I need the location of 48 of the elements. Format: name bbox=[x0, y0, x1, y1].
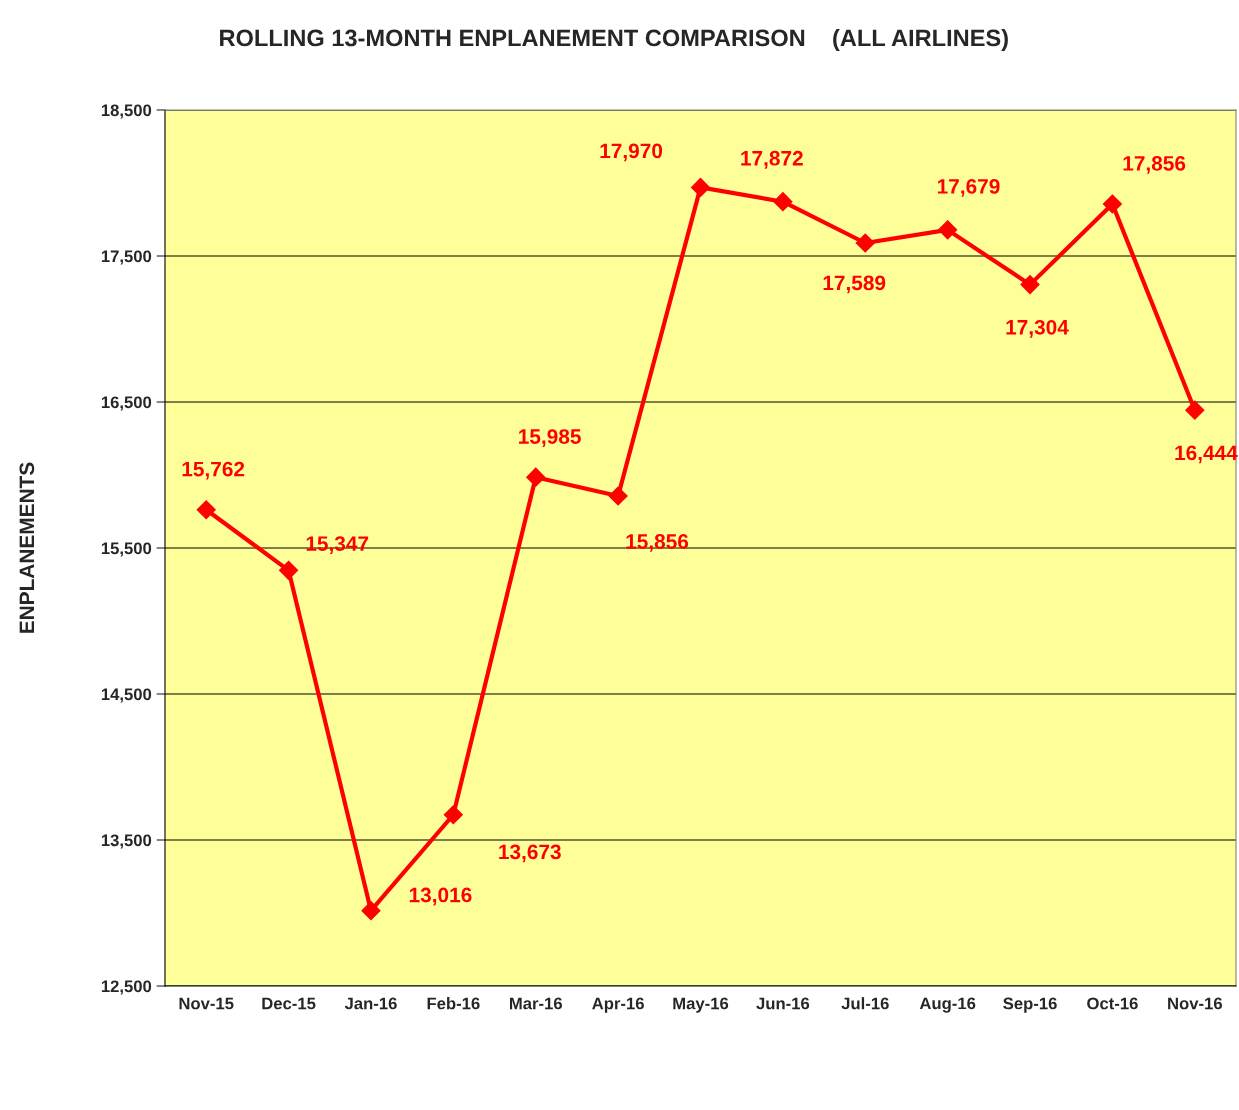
data-label: 17,589 bbox=[823, 275, 886, 294]
y-tick-label: 18,500 bbox=[101, 104, 152, 119]
chart-title: ROLLING 13-MONTH ENPLANEMENT COMPARISON (ALL AIRLINES) bbox=[220, 29, 1008, 51]
y-tick-label: 17,500 bbox=[101, 250, 152, 265]
x-tick-label: Apr-16 bbox=[592, 997, 644, 1013]
point bbox=[1185, 400, 1205, 420]
data-label: 17,970 bbox=[600, 143, 663, 162]
point bbox=[279, 560, 299, 580]
data-label: 16,444 bbox=[1175, 445, 1238, 464]
x-tick-label: Mar-16 bbox=[509, 997, 562, 1010]
data-label: 17,679 bbox=[937, 179, 1000, 197]
y-axis-title: ENPLANEMENTS bbox=[19, 462, 35, 633]
data-label: 13,016 bbox=[409, 887, 472, 906]
point bbox=[196, 500, 216, 520]
x-tick-label: Dec-15 bbox=[262, 997, 316, 1010]
data-label: 17,872 bbox=[741, 150, 803, 169]
x-tick-label: Jan-16 bbox=[344, 997, 397, 1010]
point bbox=[361, 901, 381, 921]
x-tick-label: May-16 bbox=[673, 997, 729, 1013]
y-tick-label: 14,500 bbox=[101, 688, 152, 703]
data-label: 15,985 bbox=[519, 429, 581, 447]
x-tick-label: Jul-16 bbox=[841, 997, 889, 1010]
point bbox=[1102, 194, 1122, 214]
y-tick-label: 16,500 bbox=[101, 396, 152, 411]
data-label: 17,304 bbox=[1006, 319, 1069, 338]
point bbox=[443, 805, 463, 825]
y-tick-label: 12,500 bbox=[101, 980, 152, 995]
y-tick-label: 15,500 bbox=[101, 542, 152, 557]
x-tick-label: Nov-15 bbox=[179, 997, 234, 1010]
x-tick-label: Oct-16 bbox=[1087, 997, 1138, 1010]
point bbox=[608, 486, 628, 506]
data-label: 15,856 bbox=[626, 534, 689, 552]
data-label: 13,673 bbox=[499, 844, 561, 863]
point bbox=[690, 177, 711, 197]
point bbox=[938, 220, 958, 240]
x-tick-label: Nov-16 bbox=[1168, 997, 1222, 1010]
point bbox=[773, 192, 793, 212]
data-label: 17,856 bbox=[1123, 155, 1186, 174]
y-tick-label: 13,500 bbox=[101, 834, 152, 849]
point bbox=[855, 233, 875, 253]
x-tick-label: Sep-16 bbox=[1003, 997, 1057, 1013]
x-tick-label: Jun-16 bbox=[756, 997, 810, 1010]
data-label: 15,347 bbox=[306, 536, 369, 554]
x-tick-label: Aug-16 bbox=[919, 997, 976, 1013]
data-label: 15,762 bbox=[182, 461, 245, 480]
point bbox=[1020, 275, 1040, 295]
x-tick-label: Feb-16 bbox=[427, 997, 480, 1010]
point bbox=[526, 467, 546, 487]
